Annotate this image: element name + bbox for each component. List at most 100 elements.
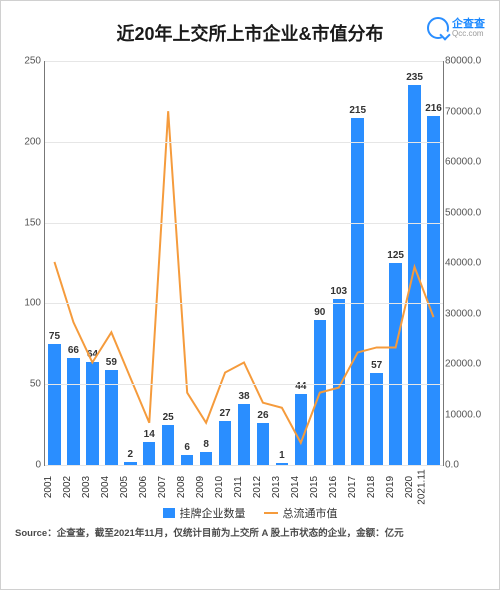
bar: 57 <box>370 373 383 465</box>
bar: 44 <box>295 394 308 465</box>
title-row: 近20年上交所上市企业&市值分布 企查查 Qcc.com <box>15 15 485 51</box>
y-left-tick: 50 <box>17 379 41 390</box>
legend-item-bars: 挂牌企业数量 <box>163 505 246 521</box>
bar-slot: 902015 <box>310 61 329 465</box>
y-axis-left-line <box>44 61 45 465</box>
bar: 38 <box>238 404 251 465</box>
x-tick-label: 2010 <box>214 476 225 498</box>
bar-value-label: 216 <box>425 103 442 116</box>
bar-value-label: 26 <box>257 410 268 423</box>
logo-text: 企查查 Qcc.com <box>452 19 485 38</box>
x-tick-label: 2007 <box>157 476 168 498</box>
bar-slot: 12013 <box>272 61 291 465</box>
bar: 14 <box>143 442 156 465</box>
x-tick-label: 2016 <box>328 476 339 498</box>
y-right-tick: 80000.0 <box>445 56 485 67</box>
bar-slot: 642003 <box>83 61 102 465</box>
plot: 7520016620026420035920042200514200625200… <box>45 61 443 465</box>
bar-value-label: 25 <box>163 412 174 425</box>
bar-value-label: 64 <box>87 349 98 362</box>
x-tick-label: 2017 <box>347 476 358 498</box>
source-text: Source：企查查，截至2021年11月，仅统计目前为上交所 A 股上市状态的… <box>15 527 485 540</box>
y-left-tick: 0 <box>17 460 41 471</box>
legend-swatch-bar <box>163 508 175 518</box>
x-tick-label: 2001 <box>43 476 54 498</box>
bar-slot: 62008 <box>178 61 197 465</box>
chart-title: 近20年上交所上市企业&市值分布 <box>116 20 383 46</box>
bar: 216 <box>427 116 440 465</box>
y-right-tick: 20000.0 <box>445 359 485 370</box>
y-right-tick: 0.0 <box>445 460 485 471</box>
x-tick-label: 2015 <box>309 476 320 498</box>
bar-value-label: 1 <box>279 450 285 463</box>
bar-value-label: 90 <box>314 307 325 320</box>
y-left-tick: 150 <box>17 217 41 228</box>
x-tick-label: 2009 <box>195 476 206 498</box>
x-tick-label: 2006 <box>138 476 149 498</box>
x-tick-label: 2020 <box>403 476 414 498</box>
x-tick-label: 2011 <box>233 476 244 498</box>
x-tick-label: 2019 <box>385 476 396 498</box>
x-tick-label: 2014 <box>290 476 301 498</box>
brand-logo: 企查查 Qcc.com <box>427 17 485 39</box>
bar-value-label: 235 <box>406 72 423 85</box>
bar: 64 <box>86 362 99 465</box>
bar-slot: 592004 <box>102 61 121 465</box>
bar-value-label: 125 <box>387 250 404 263</box>
bar-value-label: 75 <box>49 331 60 344</box>
bar-slot: 2152017 <box>348 61 367 465</box>
bar-slot: 82009 <box>197 61 216 465</box>
bar-value-label: 8 <box>203 439 209 452</box>
legend-label-line: 总流通市值 <box>283 505 338 521</box>
bar-value-label: 44 <box>295 381 306 394</box>
bar: 103 <box>333 299 346 465</box>
y-left-tick: 200 <box>17 136 41 147</box>
legend-swatch-line <box>264 512 278 514</box>
bar: 125 <box>389 263 402 465</box>
y-right-tick: 50000.0 <box>445 207 485 218</box>
bar: 6 <box>181 455 194 465</box>
bar: 8 <box>200 452 213 465</box>
bar-slot: 142006 <box>140 61 159 465</box>
x-tick-label: 2002 <box>62 476 73 498</box>
bar: 90 <box>314 320 327 465</box>
x-tick-label: 2021.11 <box>416 469 427 504</box>
bar-slot: 662002 <box>64 61 83 465</box>
chart-area: 7520016620026420035920042200514200625200… <box>15 55 485 521</box>
bar: 75 <box>48 344 61 465</box>
bar-slot: 262012 <box>253 61 272 465</box>
bar-slot: 382011 <box>235 61 254 465</box>
x-tick-label: 2003 <box>81 476 92 498</box>
grid-line <box>45 465 443 466</box>
bar-slot: 752001 <box>45 61 64 465</box>
bar-slot: 272010 <box>216 61 235 465</box>
x-tick-label: 2013 <box>271 476 282 498</box>
bar: 26 <box>257 423 270 465</box>
y-right-tick: 60000.0 <box>445 157 485 168</box>
bar-value-label: 103 <box>330 286 347 299</box>
bar-value-label: 59 <box>106 357 117 370</box>
bar: 27 <box>219 421 232 465</box>
bar-slot: 1032016 <box>329 61 348 465</box>
y-right-tick: 10000.0 <box>445 409 485 420</box>
legend: 挂牌企业数量 总流通市值 <box>15 505 485 521</box>
bar: 215 <box>351 118 364 465</box>
bar: 25 <box>162 425 175 465</box>
grid-line <box>45 142 443 143</box>
chart-card: 近20年上交所上市企业&市值分布 企查查 Qcc.com 75200166200… <box>0 0 500 590</box>
grid-line <box>45 223 443 224</box>
y-right-tick: 40000.0 <box>445 258 485 269</box>
y-axis-right-line <box>443 61 444 465</box>
bar-value-label: 14 <box>144 429 155 442</box>
bar-slot: 1252019 <box>386 61 405 465</box>
y-left-tick: 100 <box>17 298 41 309</box>
bars-layer: 7520016620026420035920042200514200625200… <box>45 61 443 465</box>
bar-value-label: 38 <box>238 391 249 404</box>
bar-slot: 442014 <box>291 61 310 465</box>
bar-slot: 252007 <box>159 61 178 465</box>
bar-value-label: 27 <box>219 408 230 421</box>
bar-slot: 2162021.11 <box>424 61 443 465</box>
x-tick-label: 2018 <box>366 476 377 498</box>
x-tick-label: 2008 <box>176 476 187 498</box>
legend-item-line: 总流通市值 <box>264 505 338 521</box>
